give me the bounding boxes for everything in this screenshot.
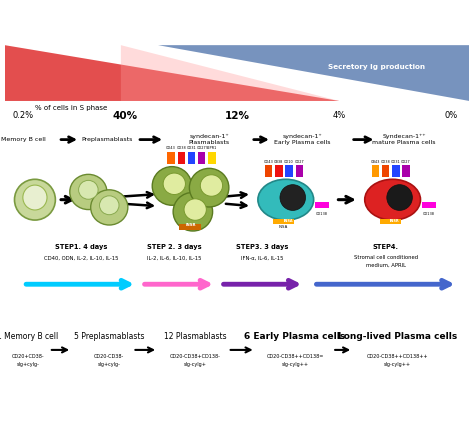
Text: 6 Early Plasma cells: 6 Early Plasma cells bbox=[245, 332, 346, 341]
Text: CD138: CD138 bbox=[423, 212, 435, 215]
Text: 12 Plasmablasts: 12 Plasmablasts bbox=[164, 332, 227, 341]
Text: 4%: 4% bbox=[333, 112, 346, 120]
Polygon shape bbox=[158, 45, 469, 101]
Text: medium, APRIL: medium, APRIL bbox=[365, 263, 406, 268]
Text: syndecan-1⁺
Plasmablasts: syndecan-1⁺ Plasmablasts bbox=[189, 134, 230, 145]
Ellipse shape bbox=[280, 185, 306, 210]
Ellipse shape bbox=[184, 199, 206, 220]
Bar bbox=[167, 152, 175, 165]
Text: slg-cylg+: slg-cylg+ bbox=[184, 362, 207, 367]
Text: CD43: CD43 bbox=[264, 160, 273, 164]
Bar bbox=[198, 152, 205, 165]
Ellipse shape bbox=[387, 185, 412, 210]
Bar bbox=[422, 202, 436, 208]
Text: Preplasmablasts: Preplasmablasts bbox=[81, 137, 133, 142]
Text: CD27: CD27 bbox=[294, 160, 304, 164]
Text: STEP4.: STEP4. bbox=[373, 244, 399, 251]
Text: Memory B cell: Memory B cell bbox=[1, 137, 46, 142]
Text: CB43: CB43 bbox=[371, 160, 380, 164]
Text: Syndecan-1⁺⁺
mature Plasma cells: Syndecan-1⁺⁺ mature Plasma cells bbox=[373, 134, 436, 145]
Text: CD20-CD38++CD138=: CD20-CD38++CD138= bbox=[266, 354, 324, 359]
Text: CD27: CD27 bbox=[401, 160, 411, 164]
Text: 40%: 40% bbox=[113, 111, 138, 121]
Bar bbox=[372, 165, 379, 177]
Text: INSR: INSR bbox=[185, 223, 196, 227]
Text: IFN-α, IL-6, IL-15: IFN-α, IL-6, IL-15 bbox=[241, 255, 284, 261]
Bar bbox=[208, 152, 216, 165]
Text: CD40, ODN, IL-2, IL-10, IL-15: CD40, ODN, IL-2, IL-10, IL-15 bbox=[44, 255, 118, 261]
Text: % of cells in S phase: % of cells in S phase bbox=[35, 105, 107, 111]
Text: STEP1. 4 days: STEP1. 4 days bbox=[55, 244, 108, 251]
Text: slg-cylg++: slg-cylg++ bbox=[384, 362, 411, 367]
Text: S2PR1: S2PR1 bbox=[206, 146, 218, 150]
Text: CD27: CD27 bbox=[197, 146, 207, 150]
Bar bbox=[265, 165, 272, 177]
Text: slg+cylg-: slg+cylg- bbox=[98, 362, 121, 367]
Polygon shape bbox=[121, 45, 339, 101]
Ellipse shape bbox=[365, 179, 420, 220]
Text: 0%: 0% bbox=[444, 112, 457, 120]
Text: CD31: CD31 bbox=[187, 146, 196, 150]
Text: Secretory Ig production: Secretory Ig production bbox=[328, 64, 425, 70]
Bar bbox=[402, 165, 410, 177]
Text: CB38: CB38 bbox=[274, 160, 283, 164]
Ellipse shape bbox=[163, 173, 185, 194]
Text: STEP3. 3 days: STEP3. 3 days bbox=[237, 244, 289, 251]
Ellipse shape bbox=[79, 180, 98, 199]
Text: syndecan-1⁺
Early Plasma cells: syndecan-1⁺ Early Plasma cells bbox=[274, 134, 330, 145]
Text: INSR: INSR bbox=[390, 219, 400, 223]
Bar bbox=[295, 165, 303, 177]
Text: 0.2%: 0.2% bbox=[13, 112, 34, 120]
Text: IL-2, IL-6, IL-10, IL-15: IL-2, IL-6, IL-10, IL-15 bbox=[147, 255, 201, 261]
Polygon shape bbox=[5, 45, 339, 101]
Text: STEP 2. 3 days: STEP 2. 3 days bbox=[147, 244, 201, 251]
Ellipse shape bbox=[100, 196, 119, 215]
Text: 12%: 12% bbox=[225, 111, 249, 121]
Text: slg+cylg-: slg+cylg- bbox=[17, 362, 39, 367]
Text: INSA: INSA bbox=[279, 226, 288, 230]
Text: CD10: CD10 bbox=[284, 160, 294, 164]
Text: CD138: CD138 bbox=[316, 212, 328, 215]
Text: Stromal cell conditioned: Stromal cell conditioned bbox=[354, 255, 418, 261]
Text: CD43: CD43 bbox=[166, 146, 176, 150]
Bar bbox=[188, 152, 195, 165]
Bar bbox=[382, 165, 389, 177]
Text: Long-lived Plasma cells: Long-lived Plasma cells bbox=[337, 332, 457, 341]
Text: CD20-CD38++CD138++: CD20-CD38++CD138++ bbox=[366, 354, 428, 359]
Text: CD20-CD38+CD138-: CD20-CD38+CD138- bbox=[170, 354, 220, 359]
Ellipse shape bbox=[70, 174, 107, 209]
Bar bbox=[275, 165, 283, 177]
Text: 1 Memory B cell: 1 Memory B cell bbox=[0, 332, 59, 341]
Bar bbox=[179, 224, 201, 230]
Ellipse shape bbox=[23, 185, 47, 210]
Ellipse shape bbox=[201, 175, 223, 196]
Ellipse shape bbox=[258, 179, 314, 220]
Text: 5 Preplasmablasts: 5 Preplasmablasts bbox=[74, 332, 145, 341]
Bar bbox=[273, 219, 294, 224]
Text: slg-cylg++: slg-cylg++ bbox=[282, 362, 309, 367]
Bar bbox=[315, 202, 329, 208]
Text: INSA: INSA bbox=[283, 219, 293, 223]
Bar bbox=[380, 219, 401, 224]
Ellipse shape bbox=[152, 166, 191, 205]
Ellipse shape bbox=[91, 190, 128, 225]
Ellipse shape bbox=[190, 168, 229, 207]
Bar bbox=[392, 165, 400, 177]
Text: CD20+CD38-: CD20+CD38- bbox=[12, 354, 44, 359]
Text: CD20-CD38-: CD20-CD38- bbox=[94, 354, 124, 359]
Text: CD38: CD38 bbox=[381, 160, 391, 164]
Ellipse shape bbox=[173, 192, 213, 231]
Bar bbox=[285, 165, 293, 177]
Text: CD38: CD38 bbox=[176, 146, 186, 150]
Bar bbox=[178, 152, 185, 165]
Ellipse shape bbox=[15, 179, 55, 220]
Text: CD31: CD31 bbox=[391, 160, 401, 164]
